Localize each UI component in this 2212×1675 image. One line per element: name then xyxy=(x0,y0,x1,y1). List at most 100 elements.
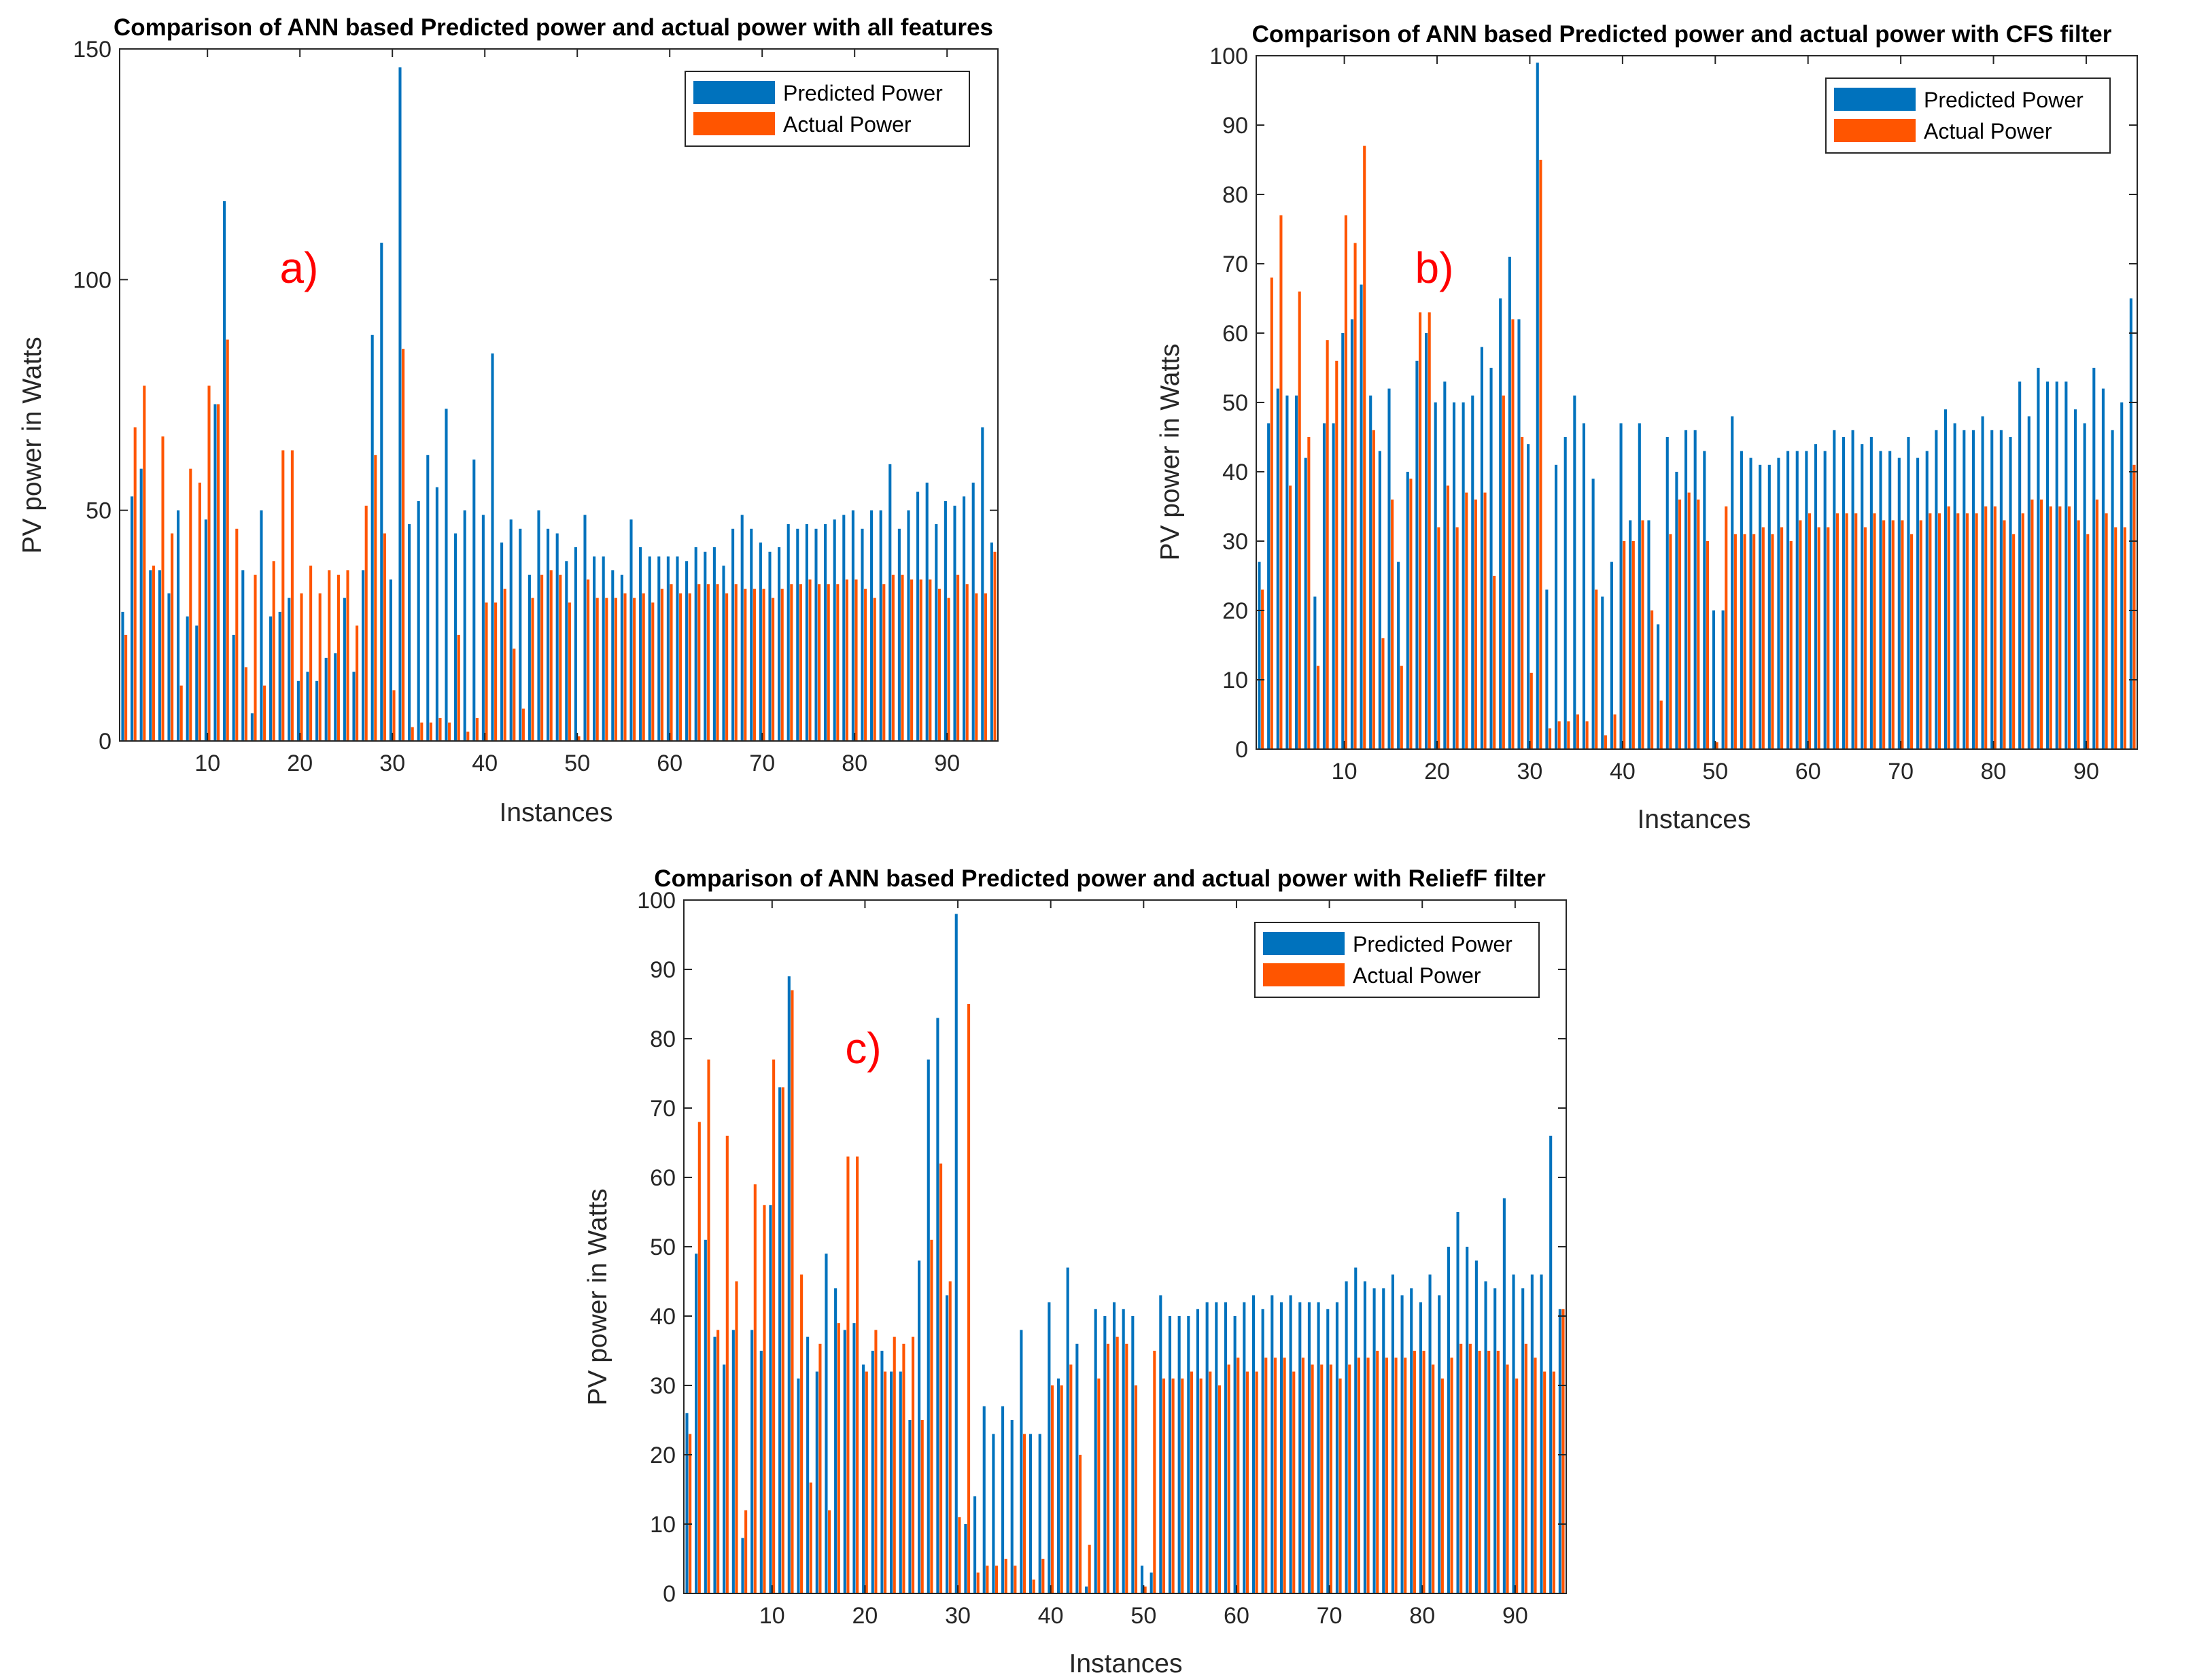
bar-predicted-b-3 xyxy=(1276,388,1279,749)
bar-predicted-c-41 xyxy=(1056,1378,1060,1593)
bar-actual-c-70 xyxy=(1329,1364,1332,1593)
bar-predicted-a-26 xyxy=(352,672,356,741)
bar-predicted-c-75 xyxy=(1372,1288,1376,1593)
bar-actual-a-40 xyxy=(485,602,488,741)
bar-predicted-b-94 xyxy=(2120,402,2124,749)
bar-predicted-a-78 xyxy=(833,519,836,741)
bar-actual-b-30 xyxy=(1530,672,1533,749)
bar-actual-a-61 xyxy=(679,593,682,741)
bar-actual-a-33 xyxy=(420,722,424,741)
bar-actual-a-5 xyxy=(161,436,165,741)
bar-predicted-a-43 xyxy=(509,519,513,741)
bar-actual-a-82 xyxy=(873,598,876,741)
bar-actual-b-72 xyxy=(1919,520,1922,749)
x-ticks-b: 10 20 30 40 50 60 70 80 90 xyxy=(1332,56,2099,784)
bar-actual-c-20 xyxy=(865,1371,868,1593)
bar-actual-a-60 xyxy=(670,584,673,741)
x-tick-label-b-50: 50 xyxy=(1702,759,1728,784)
bar-actual-c-66 xyxy=(1292,1371,1296,1593)
bar-actual-b-54 xyxy=(1752,534,1756,749)
bar-actual-a-70 xyxy=(762,589,765,741)
chart-panel-a: Comparison of ANN based Predicted power … xyxy=(18,14,999,827)
bar-predicted-c-29 xyxy=(946,1295,949,1593)
bar-actual-b-81 xyxy=(2003,520,2006,749)
bar-actual-b-56 xyxy=(1771,534,1774,749)
bar-actual-c-91 xyxy=(1524,1343,1527,1593)
y-tick-label-c-70: 70 xyxy=(650,1096,676,1122)
bar-predicted-c-6 xyxy=(731,1330,735,1593)
bar-predicted-c-64 xyxy=(1271,1295,1274,1593)
chart-panel-b: Comparison of ANN based Predicted power … xyxy=(1156,21,2138,834)
bar-predicted-c-94 xyxy=(1549,1135,1553,1593)
bar-predicted-b-64 xyxy=(1842,437,1845,749)
legend-a: Predicted Power Actual Power xyxy=(685,71,970,147)
bar-actual-b-89 xyxy=(2077,520,2080,749)
bar-predicted-b-76 xyxy=(1953,423,1956,749)
y-tick-label-c-0: 0 xyxy=(663,1581,676,1607)
bar-predicted-a-25 xyxy=(343,598,346,741)
bar-actual-a-21 xyxy=(309,566,313,741)
legend-swatch-actual-a xyxy=(693,112,775,135)
bar-predicted-c-88 xyxy=(1493,1288,1497,1593)
bar-actual-a-41 xyxy=(494,602,498,741)
y-tick-label-c-10: 10 xyxy=(650,1512,676,1538)
bar-actual-c-84 xyxy=(1459,1343,1463,1593)
bar-actual-b-5 xyxy=(1298,291,1301,749)
bar-predicted-c-32 xyxy=(973,1496,977,1593)
bar-actual-b-22 xyxy=(1455,527,1459,749)
bar-actual-c-42 xyxy=(1069,1364,1073,1593)
bar-predicted-b-35 xyxy=(1573,395,1576,749)
bar-actual-c-86 xyxy=(1478,1351,1481,1593)
bar-predicted-b-60 xyxy=(1805,451,1808,749)
bar-predicted-a-22 xyxy=(315,680,319,741)
bar-predicted-c-85 xyxy=(1466,1247,1469,1593)
bar-actual-a-89 xyxy=(937,589,941,741)
bar-predicted-c-42 xyxy=(1066,1267,1069,1593)
bar-actual-a-83 xyxy=(882,584,886,741)
legend-swatch-actual-b xyxy=(1834,119,1916,142)
x-tick-label-c-30: 30 xyxy=(945,1603,971,1629)
bar-actual-a-67 xyxy=(734,584,738,741)
bar-predicted-c-81 xyxy=(1428,1274,1432,1593)
bar-predicted-c-56 xyxy=(1196,1309,1200,1593)
bar-predicted-a-91 xyxy=(953,505,956,741)
bar-predicted-b-81 xyxy=(1999,430,2003,749)
bar-actual-a-62 xyxy=(688,593,691,741)
bar-predicted-a-48 xyxy=(555,533,559,741)
bar-actual-c-29 xyxy=(948,1281,952,1593)
bar-predicted-b-50 xyxy=(1712,610,1716,749)
bar-actual-b-14 xyxy=(1381,638,1385,749)
legend-label-actual-b: Actual Power xyxy=(1924,119,2052,143)
bar-actual-a-35 xyxy=(438,718,442,741)
x-tick-label-c-60: 60 xyxy=(1224,1603,1249,1629)
bar-actual-a-31 xyxy=(402,349,405,741)
bar-predicted-b-5 xyxy=(1295,395,1298,749)
bar-predicted-c-66 xyxy=(1289,1295,1292,1593)
bar-predicted-b-16 xyxy=(1397,562,1400,749)
x-tick-label-a-50: 50 xyxy=(564,750,590,776)
bar-actual-c-82 xyxy=(1440,1378,1444,1593)
bar-predicted-c-16 xyxy=(825,1254,828,1593)
x-axis-label-c: Instances xyxy=(1069,1649,1183,1675)
bar-predicted-a-37 xyxy=(454,533,457,741)
bar-actual-c-85 xyxy=(1468,1343,1472,1593)
bar-predicted-b-40 xyxy=(1619,423,1623,749)
bar-actual-a-18 xyxy=(281,450,285,741)
bar-predicted-a-95 xyxy=(990,542,993,741)
bar-predicted-b-71 xyxy=(1907,437,1910,749)
bar-actual-c-65 xyxy=(1283,1358,1286,1593)
bar-predicted-a-24 xyxy=(334,653,337,741)
bar-actual-b-33 xyxy=(1557,721,1561,749)
y-tick-label-a-150: 150 xyxy=(73,37,111,63)
bar-actual-a-80 xyxy=(854,579,858,741)
bar-predicted-c-63 xyxy=(1261,1309,1264,1593)
bar-predicted-b-15 xyxy=(1387,388,1391,749)
bar-actual-a-91 xyxy=(956,574,960,741)
bar-actual-c-21 xyxy=(874,1330,878,1593)
bar-predicted-c-46 xyxy=(1103,1316,1107,1593)
bar-predicted-b-31 xyxy=(1536,63,1539,749)
bar-actual-b-31 xyxy=(1539,160,1542,749)
bar-actual-b-60 xyxy=(1808,513,1812,749)
bar-actual-c-54 xyxy=(1181,1378,1184,1593)
bar-actual-c-79 xyxy=(1413,1351,1416,1593)
